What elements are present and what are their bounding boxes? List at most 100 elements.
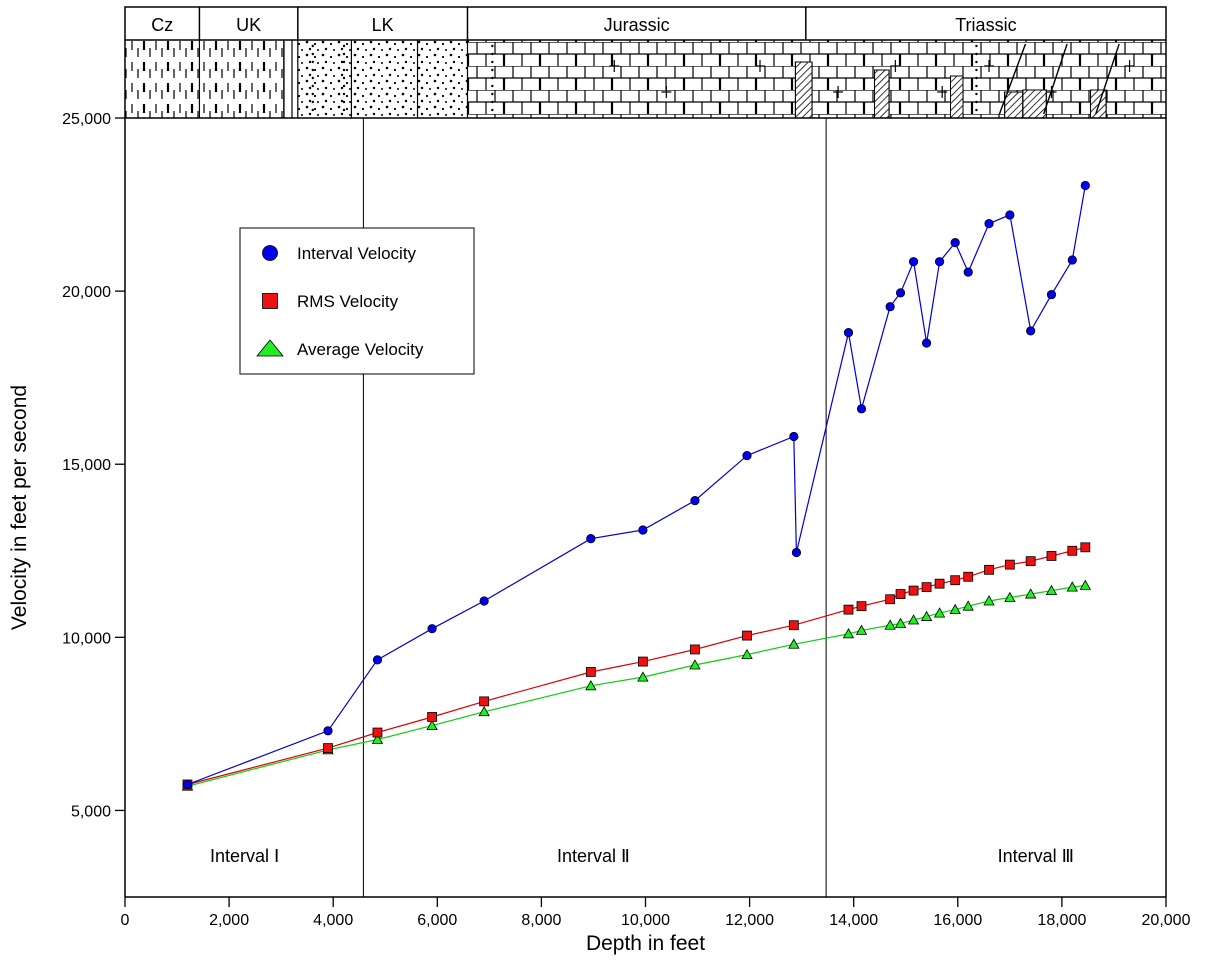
period-label-triassic: Triassic — [955, 15, 1016, 35]
x-tick-label: 12,000 — [725, 912, 774, 929]
data-point — [1004, 559, 1015, 570]
data-point — [843, 604, 854, 615]
lithology-dot — [491, 76, 494, 80]
lithology-dot — [342, 60, 346, 64]
y-tick-label: 20,000 — [62, 284, 111, 301]
data-point — [478, 705, 490, 717]
data-point — [1066, 581, 1078, 592]
data-point — [742, 450, 752, 461]
data-point — [962, 600, 974, 611]
lithology-dot — [342, 100, 346, 104]
data-point — [908, 585, 919, 596]
lithology-dot — [342, 68, 346, 72]
data-point — [949, 603, 961, 615]
lithology-dot — [311, 92, 314, 96]
series-interval-velocity — [182, 180, 1090, 790]
data-point — [921, 582, 932, 593]
data-point — [427, 624, 437, 634]
lithology-dot — [975, 108, 978, 112]
data-point — [479, 596, 489, 606]
lithology-dot — [975, 84, 978, 88]
legend: Interval Velocity RMS Velocity Average Vel… — [239, 227, 475, 375]
data-point — [920, 610, 933, 621]
data-point — [934, 257, 945, 267]
lithology-dot — [311, 76, 314, 80]
data-point — [1046, 289, 1057, 300]
y-tick-label: 5,000 — [71, 803, 111, 820]
lithology-slant — [1095, 43, 1120, 115]
legend-marker-square — [262, 293, 278, 309]
data-point — [1025, 556, 1036, 567]
lithology-inclusion-hatch — [1022, 89, 1047, 119]
data-point — [963, 267, 973, 277]
data-point — [885, 594, 896, 605]
lithology-dot — [491, 44, 494, 48]
data-point — [1067, 545, 1078, 556]
lithology-dot — [975, 44, 978, 48]
lithology-dot — [342, 44, 346, 48]
plot-area: Interval Ⅰ Interval Ⅱ Interval Ⅲ — [181, 118, 1092, 897]
lithology-block-shale — [125, 40, 284, 118]
interval-label: Interval Ⅰ — [210, 846, 279, 866]
lithology-inclusion-hatch — [794, 61, 813, 119]
data-point — [585, 679, 597, 691]
legend-box — [239, 227, 475, 375]
lithology-dot — [342, 92, 346, 96]
data-point — [907, 614, 920, 625]
data-point — [479, 696, 490, 707]
lithology-dot — [491, 60, 494, 64]
lithology-dot — [311, 108, 314, 112]
lithology-dot — [342, 84, 346, 88]
lithology-dot — [342, 52, 346, 56]
data-point — [895, 288, 906, 298]
data-point — [690, 495, 700, 506]
stratigraphic-frame — [124, 6, 1167, 119]
data-point — [427, 712, 437, 722]
y-tick-label: 10,000 — [62, 630, 111, 647]
data-point — [1067, 255, 1077, 265]
period-label-lk: LK — [372, 15, 394, 35]
data-point — [788, 620, 799, 631]
y-axis-title: Velocity in feet per second — [8, 385, 31, 630]
lithology-dot — [491, 92, 494, 96]
lithology-dot — [342, 108, 346, 112]
lithology-inclusion-hatch — [1004, 91, 1024, 119]
data-point — [638, 525, 648, 535]
lithology-block-vertical-lines — [283, 40, 298, 118]
lithology-dot — [975, 68, 978, 72]
lithology-inclusion-hatch — [950, 75, 964, 119]
data-point — [788, 638, 800, 649]
data-point — [950, 575, 961, 586]
data-point — [690, 644, 700, 655]
lithology-dot — [491, 108, 494, 112]
x-tick-label: 14,000 — [829, 912, 878, 929]
data-point — [585, 667, 596, 677]
data-point — [1045, 584, 1058, 595]
x-tick-label: 10,000 — [621, 912, 670, 929]
data-point — [856, 601, 867, 612]
data-point — [1046, 551, 1057, 561]
period-label-jurassic: Jurassic — [604, 15, 670, 35]
data-point — [742, 630, 752, 641]
lithology-dot — [491, 68, 494, 72]
series-average-velocity — [181, 579, 1092, 791]
lithology-dot — [311, 44, 314, 48]
lithology-dot — [311, 100, 314, 104]
legend-label: Average Velocity — [297, 340, 424, 359]
data-point — [885, 302, 895, 312]
data-point — [372, 727, 383, 738]
lithology-dot — [342, 76, 346, 80]
data-point — [791, 547, 802, 558]
data-point — [426, 719, 438, 731]
data-point — [908, 257, 919, 267]
data-point — [637, 671, 649, 682]
lithology-dot — [311, 52, 314, 56]
data-point — [921, 338, 932, 348]
data-point — [984, 218, 994, 229]
data-point — [637, 656, 648, 667]
lithology-block-sandstone — [297, 40, 468, 118]
x-axis-title: Depth in feet — [586, 932, 705, 955]
period-label-cz: Cz — [151, 15, 173, 35]
legend-marker-triangle — [256, 339, 284, 357]
period-label-uk: UK — [236, 15, 261, 35]
